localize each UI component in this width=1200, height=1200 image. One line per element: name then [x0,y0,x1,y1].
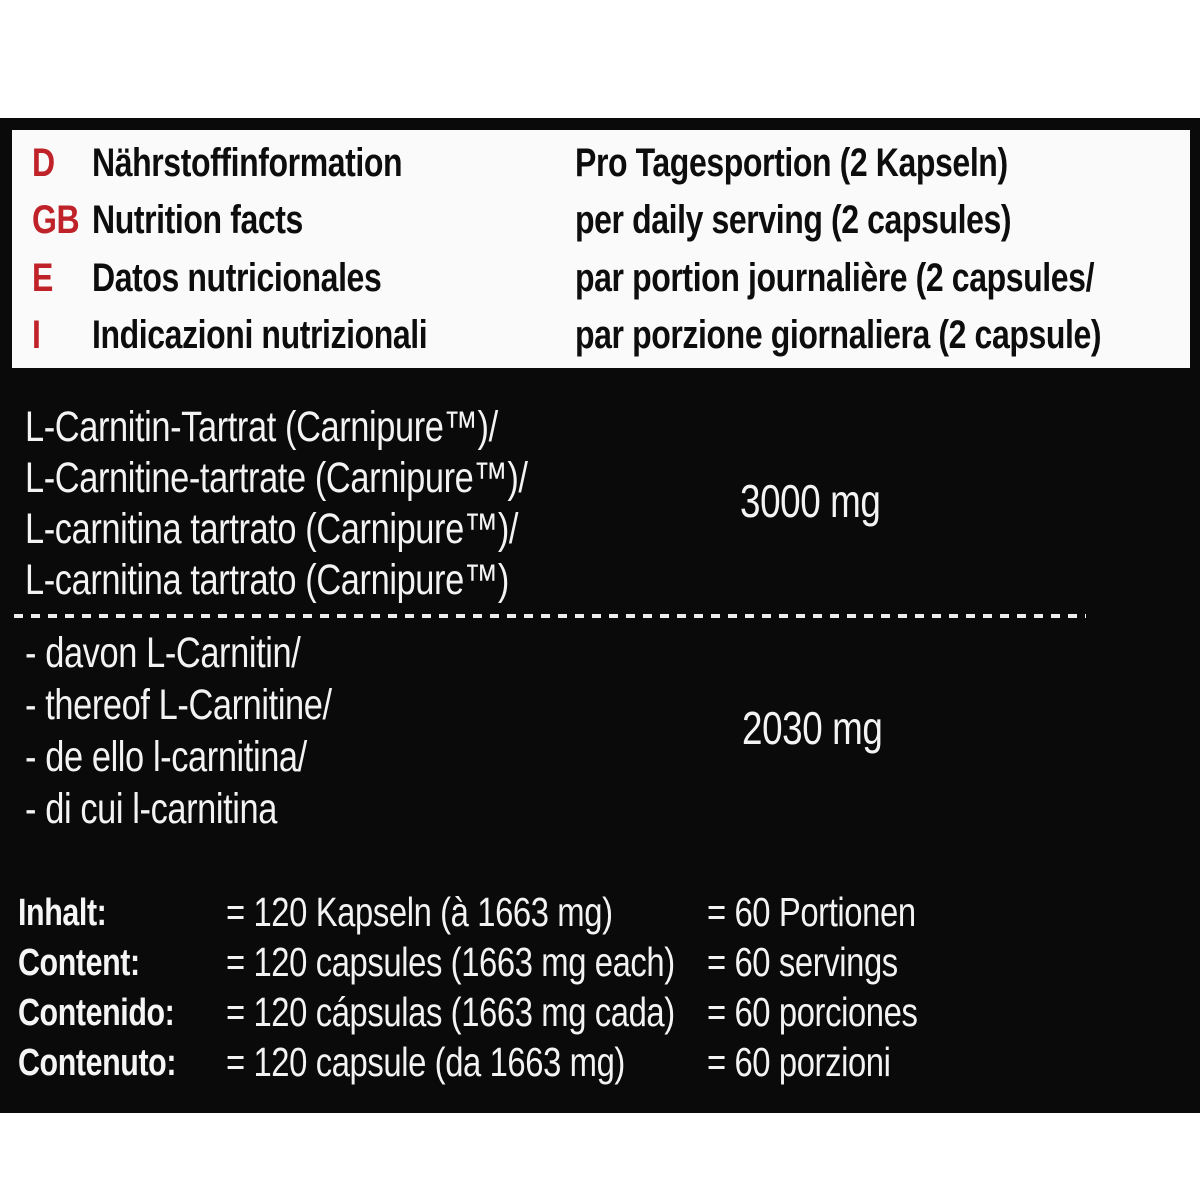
header-row-gb: GB Nutrition facts per daily serving (2 … [12,192,1190,248]
contents-label-es: Contenido: [18,992,175,1034]
header-row-de: D Nährstoffinformation Pro Tagesportion … [12,135,1190,191]
lang-code-d: D [32,141,55,186]
header-title-gb: Nutrition facts [92,198,303,243]
thereof-names: - davon L-Carnitin/ - thereof L-Carnitin… [25,627,408,835]
contents-table: Inhalt: = 120 Kapseln (à 1663 mg) = 60 P… [18,888,1188,1088]
header-title-de: Nährstoffinformation [92,141,403,186]
header-title-it: Indicazioni nutrizionali [92,312,428,357]
lang-code-gb: GB [32,198,80,243]
dashed-separator [14,614,1086,618]
serving-info-it: par porzione giornaliera (2 capsule) [575,312,1102,357]
contents-row-it: Contenuto: = 120 capsule (da 1663 mg) = … [18,1038,1188,1088]
thereof-line-es: - de ello l-carnitina/ [25,733,307,781]
contents-servings-it: = 60 porzioni [707,1039,891,1085]
thereof-line-gb: - thereof L-Carnitine/ [25,681,332,729]
thereof-line-it: - di cui l-carnitina [25,785,277,833]
contents-row-de: Inhalt: = 120 Kapseln (à 1663 mg) = 60 P… [18,888,1188,938]
contents-capsules-de: = 120 Kapseln (à 1663 mg) [226,889,613,935]
ingredient-line-es: L-carnitina tartrato (Carnipure™)/ [25,505,519,553]
contents-row-es: Contenido: = 120 cápsulas (1663 mg cada)… [18,988,1188,1038]
contents-capsules-gb: = 120 capsules (1663 mg each) [226,939,675,985]
contents-servings-gb: = 60 servings [707,939,898,985]
contents-label-gb: Content: [18,942,140,984]
serving-info-de: Pro Tagesportion (2 Kapseln) [575,141,1008,186]
nutrition-header: D Nährstoffinformation Pro Tagesportion … [12,130,1190,368]
contents-label-it: Contenuto: [18,1042,177,1084]
ingredient-line-it: L-carnitina tartrato (Carnipure™) [25,556,509,604]
contents-capsules-it: = 120 capsule (da 1663 mg) [226,1039,625,1085]
header-row-es: E Datos nutricionales par portion journa… [12,250,1190,306]
thereof-amount: 2030 mg [742,702,883,754]
contents-label-de: Inhalt: [18,892,107,934]
lang-code-i: I [32,312,41,357]
header-title-es: Datos nutricionales [92,255,382,300]
contents-capsules-es: = 120 cápsulas (1663 mg cada) [226,989,675,1035]
serving-info-fr: par portion journalière (2 capsules/ [575,255,1095,300]
contents-servings-es: = 60 porciones [707,989,918,1035]
ingredient-line-de: L-Carnitin-Tartrat (Carnipure™)/ [25,403,498,451]
contents-row-gb: Content: = 120 capsules (1663 mg each) =… [18,938,1188,988]
contents-servings-de: = 60 Portionen [707,889,916,935]
ingredient-amount: 3000 mg [740,475,881,527]
ingredient-names: L-Carnitin-Tartrat (Carnipure™)/ L-Carni… [25,402,653,606]
thereof-line-de: - davon L-Carnitin/ [25,629,301,677]
lang-code-e: E [32,255,53,300]
serving-info-gb: per daily serving (2 capsules) [575,198,1012,243]
header-row-it: I Indicazioni nutrizionali par porzione … [12,307,1190,363]
ingredient-line-gb: L-Carnitine-tartrate (Carnipure™)/ [25,454,528,502]
